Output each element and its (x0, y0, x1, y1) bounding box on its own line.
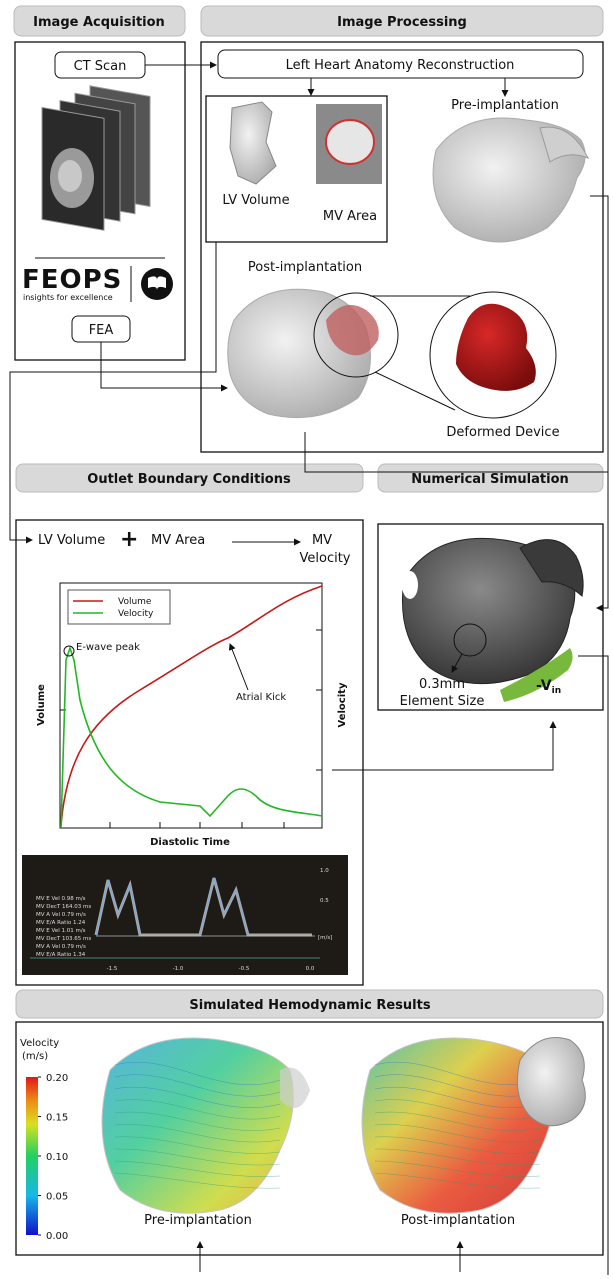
echo-x-tick: -1.0 (173, 966, 184, 972)
e-wave-label: E-wave peak (76, 642, 140, 653)
legend-label: Volume (118, 597, 152, 607)
pre-flow (102, 1038, 293, 1213)
pre-label: Pre-implantation (144, 1213, 252, 1228)
header: Image Acquisition (33, 15, 165, 30)
arrow (101, 342, 227, 388)
figure: Image Acquisition Image Processing Outle… (0, 0, 613, 1275)
echo-image: MV E Vel 0.98 m/s MV DecT 164.03 ms MV A V… (22, 855, 348, 975)
echo-y-tick: 1.0 (320, 868, 329, 874)
y2-axis-label: Velocity (337, 682, 348, 727)
appendage (280, 1068, 310, 1109)
echo-x-tick: 0.0 (306, 966, 315, 972)
echo-unit: [m/s] (318, 935, 332, 941)
header: Numerical Simulation (411, 472, 569, 487)
lv-shape (230, 102, 276, 184)
device-3d (517, 1038, 585, 1126)
recon-label: Left Heart Anatomy Reconstruction (286, 58, 515, 73)
y-axis-label: Volume (36, 684, 47, 726)
page: { "headers": { "acquisition": "Image Acq… (0, 0, 613, 1275)
echo-readout: MV A Vel 0.79 m/s (36, 912, 86, 918)
bc-plus: + (120, 527, 138, 552)
echo-readout: MV E Vel 1.01 m/s (36, 928, 86, 934)
echo-readout: MV E/A Ratio 1.34 (36, 952, 86, 958)
echo-readout: MV DecT 164.03 ms (36, 904, 91, 910)
fea-label: FEA (89, 323, 114, 338)
header: Image Processing (337, 15, 467, 30)
arrow (230, 644, 248, 690)
colorbar-title: (m/s) (22, 1051, 48, 1062)
ct-heart (58, 160, 82, 192)
inlet-subscript: in (552, 686, 562, 696)
colorbar-tick-label: 0.00 (46, 1231, 68, 1242)
header: Outlet Boundary Conditions (87, 472, 291, 487)
post-label: Post-implantation (401, 1213, 515, 1228)
device-label: Deformed Device (446, 425, 559, 440)
bc-velocity: Velocity (300, 551, 351, 566)
echo-readout: MV E Vel 0.98 m/s (36, 896, 86, 902)
mv-label: MV Area (323, 209, 377, 224)
mesh-port (402, 571, 418, 599)
bc-velocity: MV (312, 533, 332, 548)
echo-readout: MV E/A Ratio 1.24 (36, 920, 86, 926)
colorbar-tick-label: 0.20 (46, 1073, 68, 1084)
logo-tagline: insights for excellence (23, 293, 113, 302)
mv-ring (326, 120, 374, 164)
inlet-symbol: -V (536, 678, 552, 694)
results-panel: Velocity (m/s) 0.20 0.15 0.10 0.05 0.00 Pre-imp… (20, 1038, 585, 1243)
x-axis-label: Diastolic Time (150, 837, 230, 848)
echo-x-tick: -1.5 (107, 966, 118, 972)
arrow (332, 722, 553, 770)
plot-ticks (60, 630, 322, 828)
bc-lv: LV Volume (38, 533, 105, 548)
bc-mv: MV Area (151, 533, 205, 548)
pre-label: Pre-implantation (451, 98, 559, 113)
colorbar-tick-label: 0.15 (46, 1113, 68, 1124)
post-label: Post-implantation (248, 260, 362, 275)
lv-label: LV Volume (222, 193, 289, 208)
echo-x-tick: -0.5 (239, 966, 250, 972)
colorbar-tick-label: 0.10 (46, 1152, 68, 1163)
logo-name: FEOPS (22, 265, 122, 295)
legend-label: Velocity (118, 609, 154, 619)
element-size: Element Size (400, 694, 485, 709)
ct-stack (42, 86, 150, 230)
colorbar-title: Velocity (20, 1038, 59, 1049)
header: Simulated Hemodynamic Results (189, 998, 430, 1013)
element-size: 0.3mm (419, 677, 465, 692)
velocity-curve (61, 648, 322, 828)
echo-readout: MV DecT 103.65 ms (36, 936, 91, 942)
echo-readout: MV A Vel 0.79 m/s (36, 944, 86, 950)
atrial-kick-label: Atrial Kick (236, 692, 286, 703)
arrow (590, 196, 608, 608)
simulation-panel: 0.3mm Element Size -Vin (400, 538, 583, 709)
echo-y-tick: 0.5 (320, 898, 329, 904)
colorbar-tick-label: 0.05 (46, 1192, 68, 1203)
colorbar (26, 1077, 38, 1235)
inlet-label: -Vin (536, 678, 561, 696)
ct-label: CT Scan (74, 59, 127, 74)
